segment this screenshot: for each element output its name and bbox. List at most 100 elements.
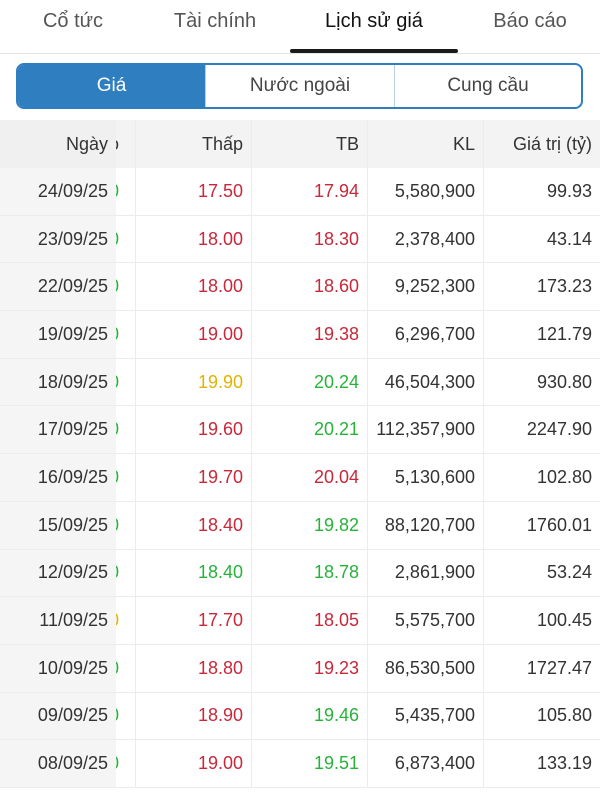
cell-volume: 2,861,900 <box>368 549 484 597</box>
cell-volume: 5,435,700 <box>368 692 484 740</box>
cell-value: 121.79 <box>536 323 592 344</box>
cell-volume: 112,357,900 <box>368 406 484 454</box>
cell-avg: 20.21 <box>252 406 368 454</box>
cell-volume: 2,378,400 <box>368 215 484 263</box>
cell-volume: 86,530,500 <box>368 644 484 692</box>
cell-clipped: 0 <box>116 263 136 311</box>
cell-date: 24/09/25 <box>0 168 116 215</box>
cell-avg: 19.23 <box>252 644 368 692</box>
cell-value: 105.80 <box>536 705 592 726</box>
cell-date: 18/09/25 <box>0 358 116 406</box>
cell-value: 100.45 <box>536 610 592 631</box>
cell-low: 19.00 <box>136 311 252 358</box>
tab-bao-cao[interactable]: Báo cáo <box>493 10 567 32</box>
cell-avg: 18.30 <box>252 215 368 263</box>
cell-date: 12/09/25 <box>0 549 116 597</box>
cell-date: 10/09/25 <box>0 644 116 692</box>
cell-volume: 6,296,700 <box>368 311 484 358</box>
cell-low: 19.70 <box>136 454 252 501</box>
header-volume: KL <box>368 120 484 168</box>
cell-clipped: 0 <box>116 597 136 644</box>
cell-volume: 46,504,300 <box>368 358 484 406</box>
cell-low: 18.00 <box>136 215 252 263</box>
cell-clipped: 0 <box>116 549 136 597</box>
cell-date: 09/09/25 <box>0 692 116 740</box>
cell-avg: 20.24 <box>252 358 368 406</box>
cell-value: 43.14 <box>546 228 592 249</box>
cell-value: 930.80 <box>536 371 592 392</box>
cell-clipped: 0 <box>116 168 136 215</box>
header-date: Ngày <box>0 120 116 168</box>
cell-low: 18.40 <box>136 501 252 549</box>
cell-date: 17/09/25 <box>0 406 116 454</box>
header-avg: TB <box>252 120 368 168</box>
cell-low: 17.50 <box>136 168 252 215</box>
tab-tai-chinh[interactable]: Tài chính <box>173 10 257 32</box>
cell-clipped: 0 <box>116 311 136 358</box>
cell-clipped: 0 <box>116 692 136 740</box>
active-tab-indicator <box>290 49 458 53</box>
cell-date: 22/09/25 <box>0 263 116 311</box>
cell-date: 08/09/25 <box>0 740 116 787</box>
cell-low: 19.60 <box>136 406 252 454</box>
cell-volume: 88,120,700 <box>368 501 484 549</box>
header-low: Thấp <box>136 120 252 168</box>
cell-low: 18.40 <box>136 549 252 597</box>
cell-date: 23/09/25 <box>0 215 116 263</box>
price-history-table[interactable]: Ngày o Thấp TB KL Giá trị (tỷ) 24/09/250… <box>0 120 600 788</box>
cell-low: 19.90 <box>136 358 252 406</box>
cell-low: 18.80 <box>136 644 252 692</box>
cell-date: 19/09/25 <box>0 311 116 358</box>
table-header: Ngày o Thấp TB KL Giá trị (tỷ) <box>0 120 600 168</box>
cell-avg: 19.46 <box>252 692 368 740</box>
cell-clipped: 0 <box>116 644 136 692</box>
cell-low: 18.00 <box>136 263 252 311</box>
cell-value: 2247.90 <box>526 419 592 440</box>
cell-volume: 6,873,400 <box>368 740 484 787</box>
cell-clipped: 0 <box>116 740 136 787</box>
cell-avg: 18.05 <box>252 597 368 644</box>
cell-date: 15/09/25 <box>0 501 116 549</box>
cell-volume: 5,130,600 <box>368 454 484 501</box>
cell-avg: 18.60 <box>252 263 368 311</box>
cell-date: 16/09/25 <box>0 454 116 501</box>
segment-cung-cau[interactable]: Cung cầu <box>447 75 529 96</box>
segment-gia[interactable]: Giá <box>18 65 206 107</box>
cell-date: 11/09/25 <box>0 597 116 644</box>
top-tab-bar: Cổ tức Tài chính Lịch sử giá Báo cáo <box>0 0 600 54</box>
cell-volume: 5,575,700 <box>368 597 484 644</box>
tab-co-tuc[interactable]: Cổ tức <box>42 10 104 32</box>
cell-clipped: 0 <box>116 358 136 406</box>
cell-clipped: 0 <box>116 454 136 501</box>
segmented-control: Giá Nước ngoài Cung cầu <box>16 63 583 109</box>
cell-value: 1727.47 <box>526 657 592 678</box>
cell-value: 1760.01 <box>526 514 592 535</box>
cell-value: 133.19 <box>536 753 592 774</box>
cell-avg: 17.94 <box>252 168 368 215</box>
cell-value: 102.80 <box>536 466 592 487</box>
cell-low: 19.00 <box>136 740 252 787</box>
segment-nuoc-ngoai[interactable]: Nước ngoài <box>206 65 395 107</box>
header-clipped: o <box>116 120 136 168</box>
cell-volume: 5,580,900 <box>368 168 484 215</box>
header-value: Giá trị (tỷ) <box>513 133 592 154</box>
tab-lich-su-gia[interactable]: Lịch sử giá <box>325 10 423 32</box>
cell-avg: 19.38 <box>252 311 368 358</box>
cell-value: 173.23 <box>536 276 592 297</box>
cell-clipped: 0 <box>116 501 136 549</box>
cell-avg: 19.82 <box>252 501 368 549</box>
cell-low: 17.70 <box>136 597 252 644</box>
